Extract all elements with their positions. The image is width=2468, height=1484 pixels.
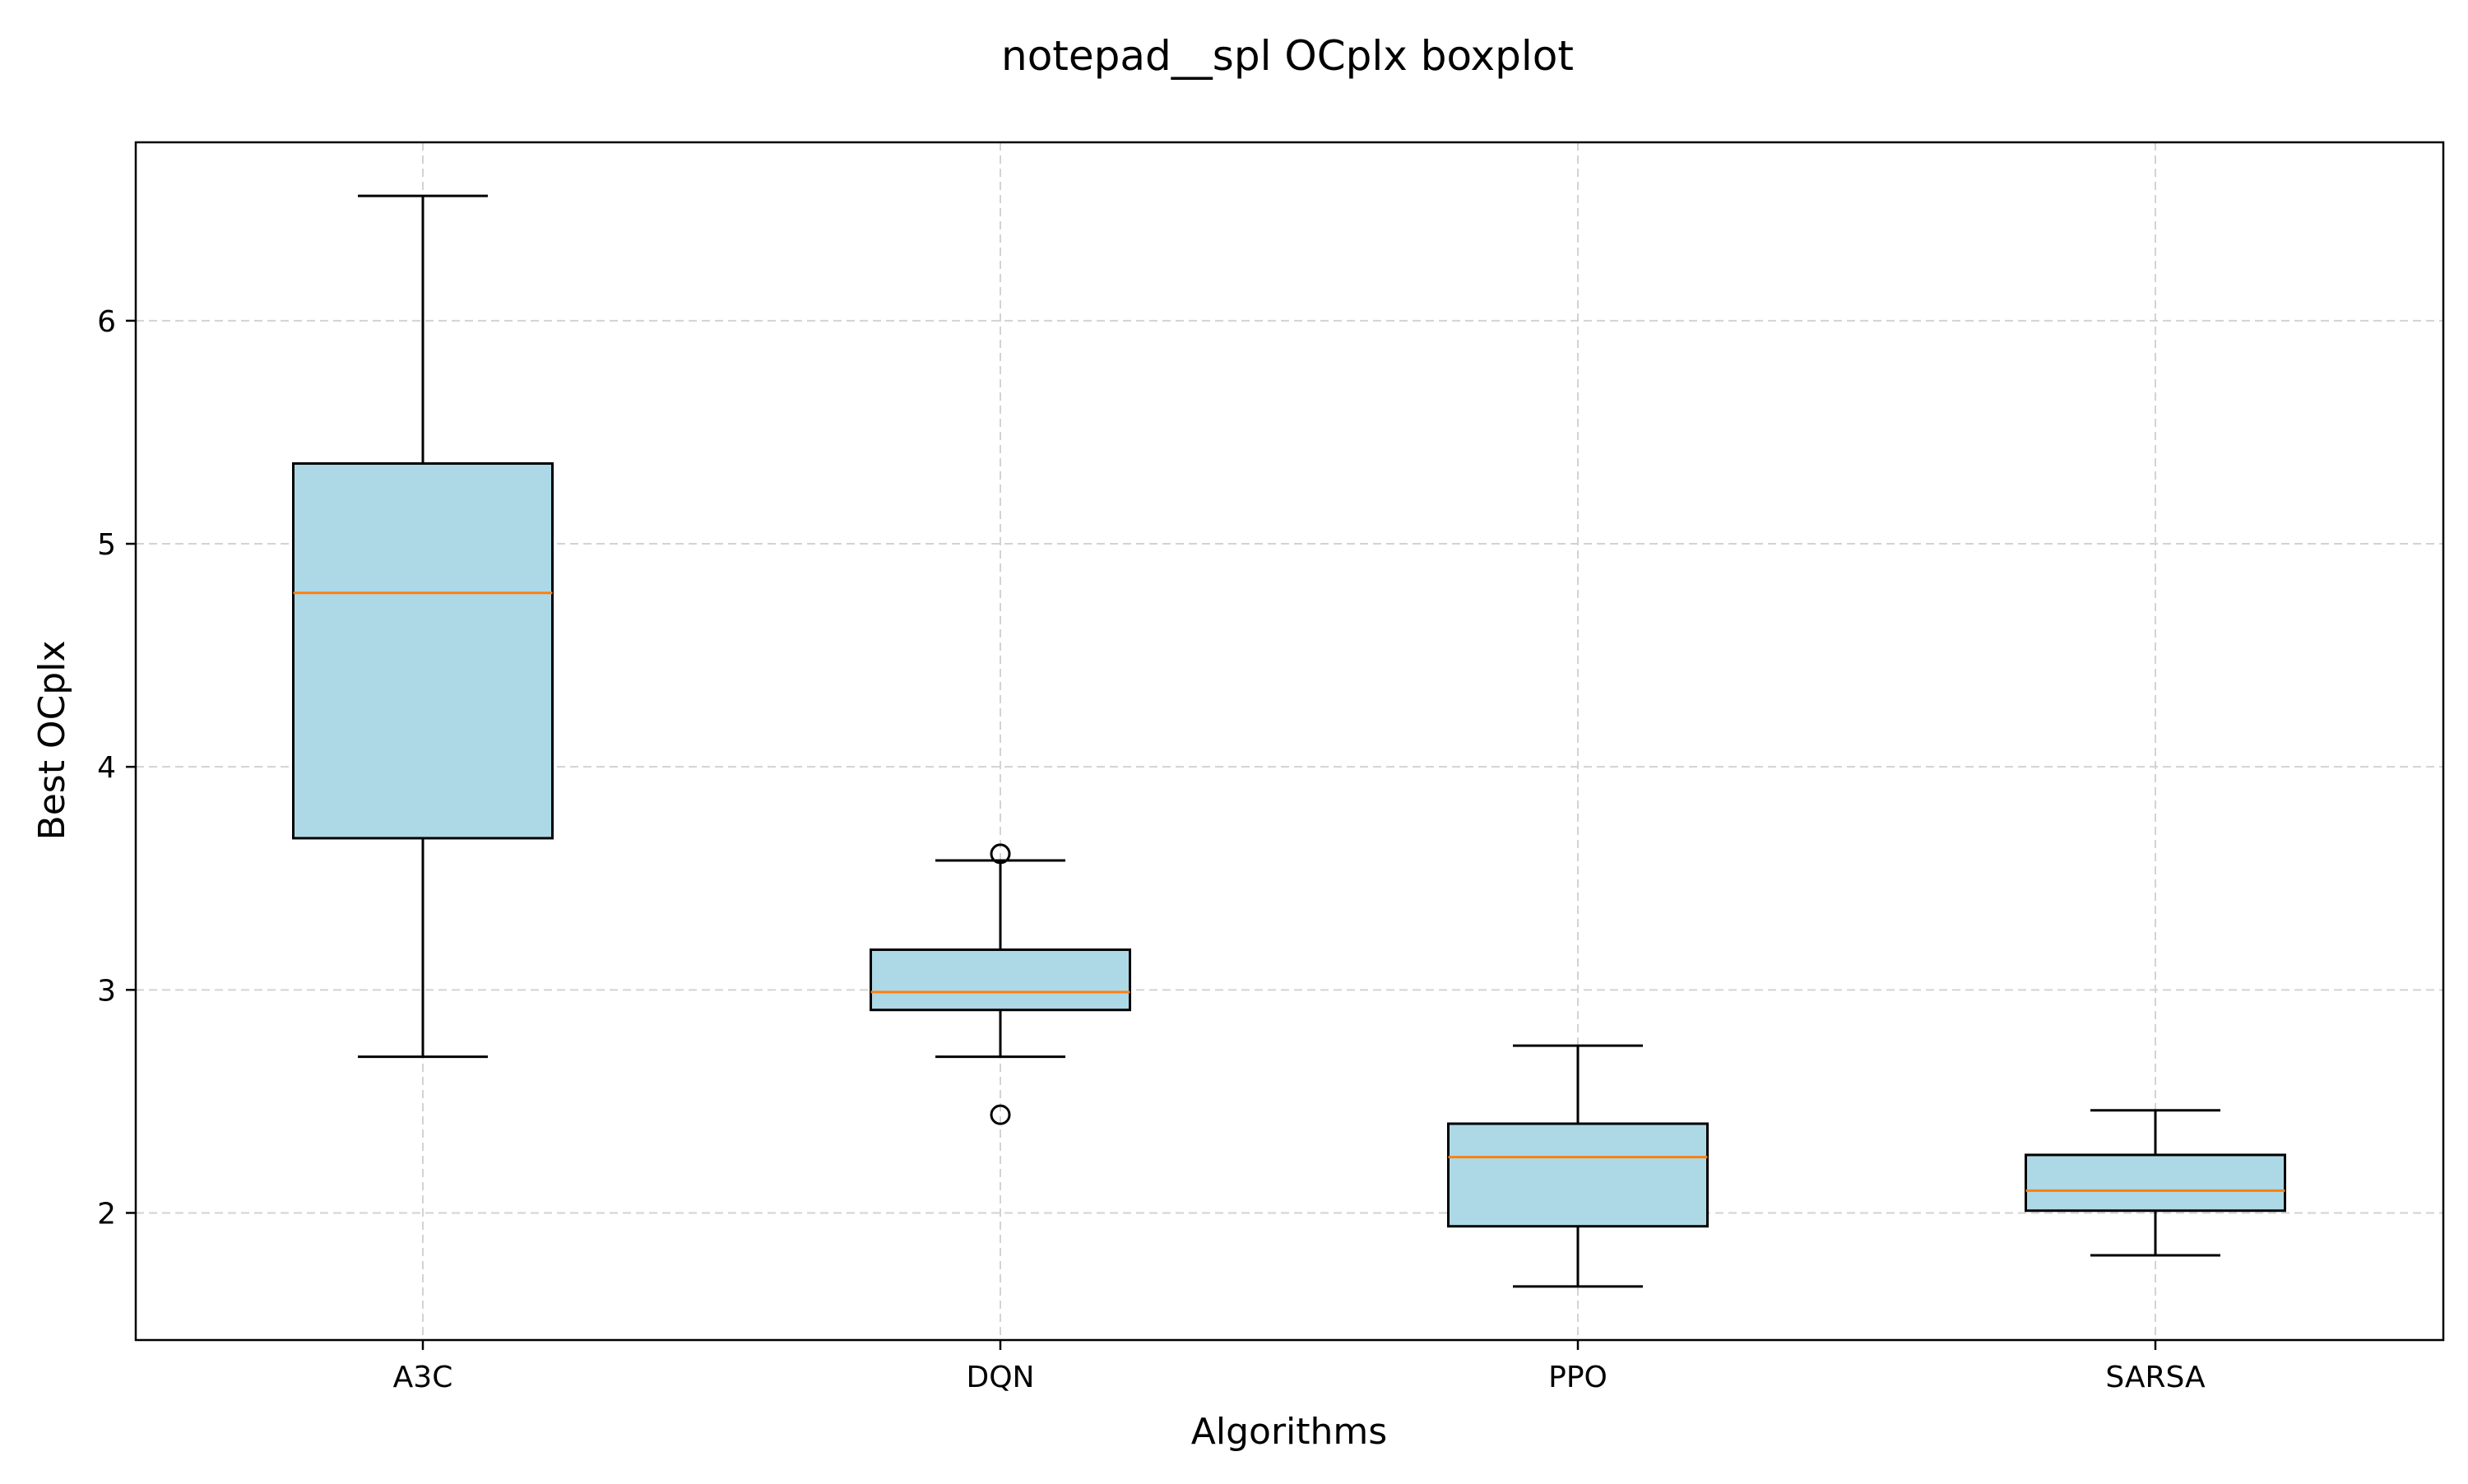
tick-layer: 2 3 4 5 6 A3C DQN PPO SARSA — [97, 305, 2206, 1394]
box-iqr — [1447, 1122, 1709, 1228]
y-axis-label: Best OCplx — [31, 641, 73, 841]
plot-area-frame — [134, 141, 2445, 1342]
outlier-point — [990, 1104, 1011, 1125]
box-layer — [292, 194, 2286, 1288]
x-axis-label: Algorithms — [1191, 1411, 1387, 1453]
box-group-ppo — [1447, 1044, 1709, 1288]
chart-title: notepad__spl OCplx boxplot — [1001, 32, 1574, 80]
x-tick-label: SARSA — [2105, 1361, 2206, 1394]
x-tick-label: A3C — [393, 1361, 453, 1394]
box-iqr — [292, 461, 554, 840]
outlier-point — [990, 843, 1011, 865]
box-group-sarsa — [2025, 1109, 2286, 1257]
y-tick-label: 6 — [97, 305, 116, 339]
y-tick-label: 2 — [97, 1197, 116, 1231]
box-group-dqn — [870, 843, 1131, 1125]
y-tick-label: 3 — [97, 974, 116, 1008]
y-tick-label: 4 — [97, 751, 116, 785]
box-group-a3c — [292, 194, 554, 1059]
box-iqr — [2025, 1153, 2286, 1213]
y-tick-label: 5 — [97, 528, 116, 562]
box-iqr — [870, 948, 1131, 1012]
x-tick-label: PPO — [1548, 1361, 1607, 1394]
x-tick-label: DQN — [967, 1361, 1035, 1394]
